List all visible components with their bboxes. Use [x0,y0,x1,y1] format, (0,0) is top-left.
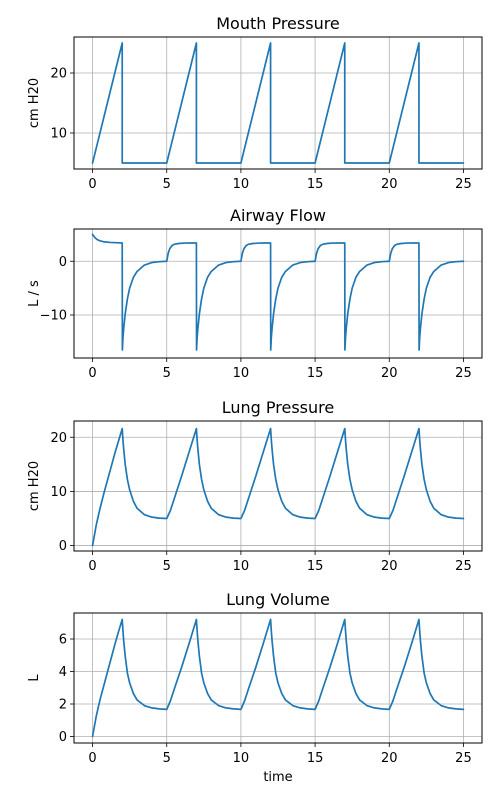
x-tick-label: 20 [381,559,398,574]
y-tick-label: 0 [59,255,67,270]
x-tick-label: 5 [163,177,171,192]
x-tick-label: 0 [88,177,96,192]
x-tick-label: 10 [233,751,250,766]
y-tick-label: 0 [59,730,67,745]
y-axis-label: cm H20 [27,78,42,128]
x-tick-label: 25 [455,559,472,574]
y-tick-label: 20 [50,431,67,446]
x-tick-label: 15 [307,366,324,381]
x-tick-label: 25 [455,751,472,766]
x-tick-label: 5 [163,366,171,381]
x-tick-label: 20 [381,177,398,192]
y-tick-label: 6 [59,633,67,648]
x-tick-label: 0 [88,559,96,574]
y-tick-label: 2 [59,698,67,713]
y-tick-label: −10 [40,309,67,324]
x-tick-label: 15 [307,559,324,574]
x-tick-label: 0 [88,751,96,766]
x-tick-label: 20 [381,751,398,766]
y-axis-label: L / s [27,280,42,307]
x-axis-label: time [263,770,292,785]
chart-title: Lung Volume [226,590,330,609]
x-tick-label: 25 [455,177,472,192]
y-tick-label: 10 [50,127,67,142]
x-tick-label: 20 [381,366,398,381]
y-tick-label: 20 [50,67,67,82]
y-tick-label: 0 [59,539,67,554]
y-tick-label: 4 [59,665,67,680]
y-tick-label: 10 [50,485,67,500]
x-tick-label: 10 [233,177,250,192]
chart-title: Mouth Pressure [216,14,340,33]
chart-title: Airway Flow [230,206,326,225]
x-tick-label: 15 [307,751,324,766]
x-tick-label: 15 [307,177,324,192]
y-axis-label: L [27,674,42,682]
y-axis-label: cm H20 [27,461,42,511]
x-tick-label: 5 [163,559,171,574]
x-tick-label: 10 [233,366,250,381]
chart-title: Lung Pressure [222,398,334,417]
x-tick-label: 5 [163,751,171,766]
x-tick-label: 25 [455,366,472,381]
x-tick-label: 0 [88,366,96,381]
x-tick-label: 10 [233,559,250,574]
